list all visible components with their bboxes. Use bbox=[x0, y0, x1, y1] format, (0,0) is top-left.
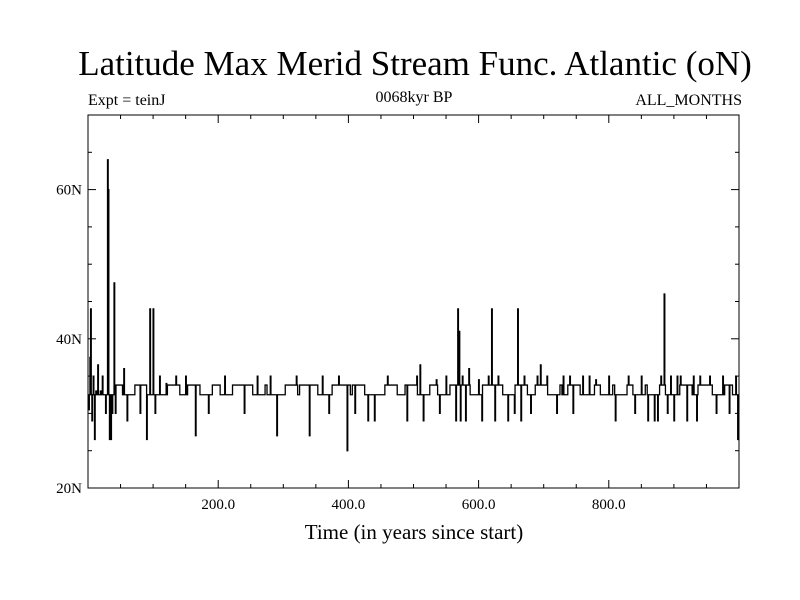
axis-tick-labels: 200.0 400.0 600.0 800.0 20N 40N 60N bbox=[56, 183, 626, 513]
x-tick-label: 600.0 bbox=[462, 497, 496, 513]
period-label: 0068kyr BP bbox=[375, 89, 453, 106]
x-tick-label: 400.0 bbox=[332, 497, 366, 513]
y-tick-label: 40N bbox=[56, 332, 82, 348]
x-tick-label: 800.0 bbox=[592, 497, 626, 513]
y-tick-label: 20N bbox=[56, 481, 82, 497]
season-label: ALL_MONTHS bbox=[635, 92, 742, 109]
x-tick-label: 200.0 bbox=[201, 497, 235, 513]
series-line bbox=[88, 159, 739, 452]
axis-ticks bbox=[88, 115, 739, 489]
x-axis-label: Time (in years since start) bbox=[304, 520, 524, 544]
experiment-label: Expt = teinJ bbox=[88, 92, 166, 109]
y-tick-label: 60N bbox=[56, 183, 82, 199]
plot-frame bbox=[87, 114, 740, 489]
chart-title: Latitude Max Merid Stream Func. Atlantic… bbox=[78, 44, 752, 83]
